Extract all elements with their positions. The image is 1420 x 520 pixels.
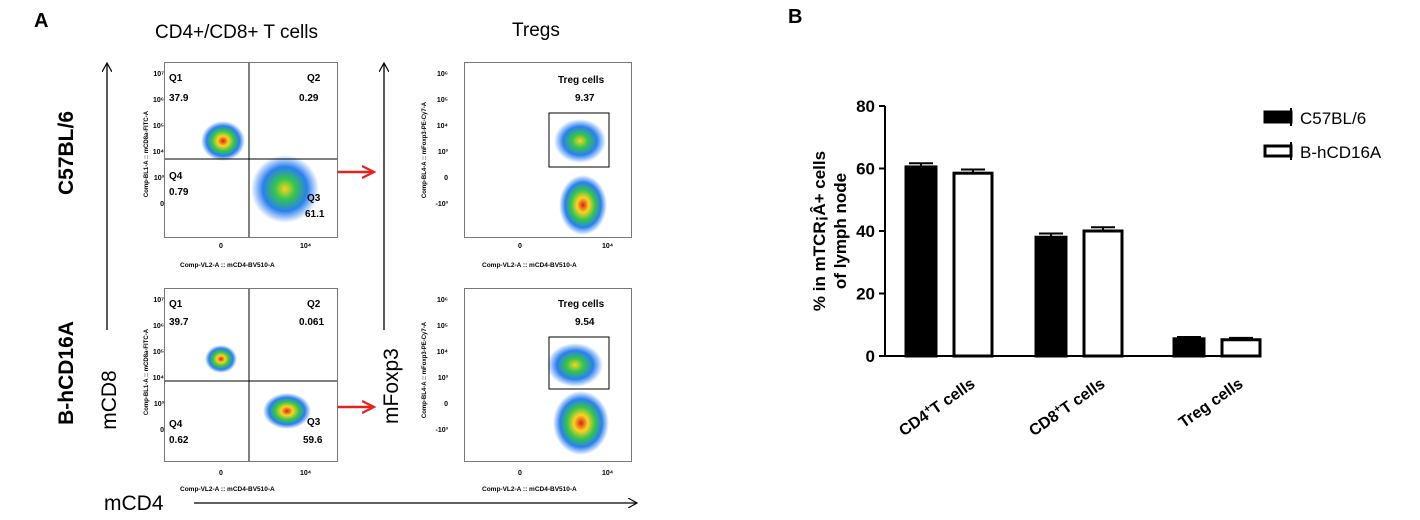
q2-value-row2: 0.061 (299, 317, 325, 328)
q3-label-row2: Q3 (307, 417, 321, 428)
cd4cd8-xtick-0-row2: 0 (219, 470, 223, 477)
q2-label-row2: Q2 (307, 299, 321, 310)
category-label-0: CD4+T cells (895, 374, 978, 440)
cd4cd8-xtick-1-row1: 10⁴ (300, 243, 312, 250)
panel-a-letter: A (34, 10, 49, 32)
treg-value-row1: 9.37 (575, 93, 595, 104)
bar-c57bl6-2 (1172, 337, 1206, 358)
legend-swatch-0 (1263, 110, 1293, 124)
q1-label-row1: Q1 (169, 73, 183, 84)
bar-c57bl6-0 (904, 165, 938, 358)
cd4cd8-plot-row1: Q1 37.9 Q2 0.29 Q4 0.79 Q3 61.1 (164, 62, 338, 238)
q1-label-row2: Q1 (169, 299, 183, 310)
treg-plot-row1: Treg cells 9.37 (464, 62, 632, 238)
treg-xtick-1-row1: 10⁴ (602, 243, 614, 250)
treg-yticks-row1: 10⁶ 10⁵ 10⁴ 10³ 0 -10³ (435, 71, 448, 208)
treg-value-row2: 9.54 (575, 317, 595, 328)
legend-swatch-1 (1263, 144, 1293, 158)
q3-label-row1: Q3 (307, 193, 321, 204)
bar-b-hcd16a-1 (1082, 229, 1124, 358)
bar-b-hcd16a-2 (1220, 338, 1262, 358)
cd4cd8-xlabel-row1: Comp-VL2-A :: mCD4-BV510-A (180, 262, 275, 269)
legend-label-1: B-hCD16A (1300, 143, 1382, 162)
treg-plot-row2: Treg cells 9.54 (464, 288, 632, 462)
treg-xtick-1-row2: 10⁴ (602, 470, 614, 477)
y-tick-label: 40 (856, 222, 875, 241)
treg-label-row1: Treg cells (558, 75, 605, 86)
cd4-population (251, 155, 319, 223)
treg-xlabel-row1: Comp-VL2-A :: mCD4-BV510-A (482, 262, 577, 269)
column-title-tregs: Tregs (512, 20, 560, 41)
y-axis-label: % in mTCR¡Â+ cells (810, 151, 829, 311)
treg-xtick-0-row1: 0 (518, 243, 522, 250)
treg-xtick-0-row2: 0 (518, 470, 522, 477)
cd4cd8-yticks-row1: 10⁷ 10⁶ 10⁵ 10⁴ 10³ 0 (152, 71, 164, 208)
q1-value-row1: 37.9 (169, 93, 189, 104)
q4-label-row1: Q4 (169, 171, 183, 182)
cd8-population (201, 121, 245, 161)
category-label-1: CD8+T cells (1025, 374, 1108, 440)
cd4cd8-xtick-0-row1: 0 (219, 243, 223, 250)
legend-label-0: C57BL/6 (1300, 109, 1366, 128)
cd4cd8-yticks-row2: 10⁷ 10⁶ 10⁵ 10⁴ 10³ 0 (152, 297, 164, 434)
column-title-cd4cd8: CD4+/CD8+ T cells (155, 22, 318, 43)
x-axis-word-mcd4: mCD4 (104, 492, 164, 515)
treg-yticks-row2: 10⁶ 10⁵ 10⁴ 10³ 0 -10³ (435, 297, 448, 434)
treg-label-row2: Treg cells (558, 299, 605, 310)
q1-value-row2: 39.7 (169, 317, 189, 328)
y-tick-label: 60 (856, 160, 875, 179)
y-axis-label-line2: of lymph node (831, 173, 850, 289)
bar-chart: 0 20 40 60 80 % in mTCR¡Â+ cells of lymph node… (810, 97, 1382, 440)
q4-value-row2: 0.62 (169, 435, 189, 446)
q2-label-row1: Q2 (307, 73, 321, 84)
q4-value-row1: 0.79 (169, 187, 189, 198)
cd4cd8-xtick-1-row2: 10⁴ (300, 470, 312, 477)
q2-value-row1: 0.29 (299, 93, 319, 104)
q3-value-row2: 59.6 (303, 435, 323, 446)
panel-b-letter: B (788, 6, 803, 28)
category-label-2: Treg cells (1176, 375, 1246, 431)
y-tick-label: 0 (866, 347, 875, 366)
bar-c57bl6-1 (1034, 235, 1068, 358)
y-tick-label: 20 (856, 285, 875, 304)
q3-value-row1: 61.1 (305, 209, 325, 220)
cd4cd8-plot-row2: Q1 39.7 Q2 0.061 Q4 0.62 Q3 59.6 (164, 288, 338, 462)
cd4cd8-xlabel-row2: Comp-VL2-A :: mCD4-BV510-A (180, 486, 275, 493)
treg-xlabel-row2: Comp-VL2-A :: mCD4-BV510-A (482, 486, 577, 493)
y-tick-label: 80 (856, 97, 875, 116)
q4-label-row2: Q4 (169, 419, 183, 430)
bar-b-hcd16a-0 (952, 171, 994, 358)
